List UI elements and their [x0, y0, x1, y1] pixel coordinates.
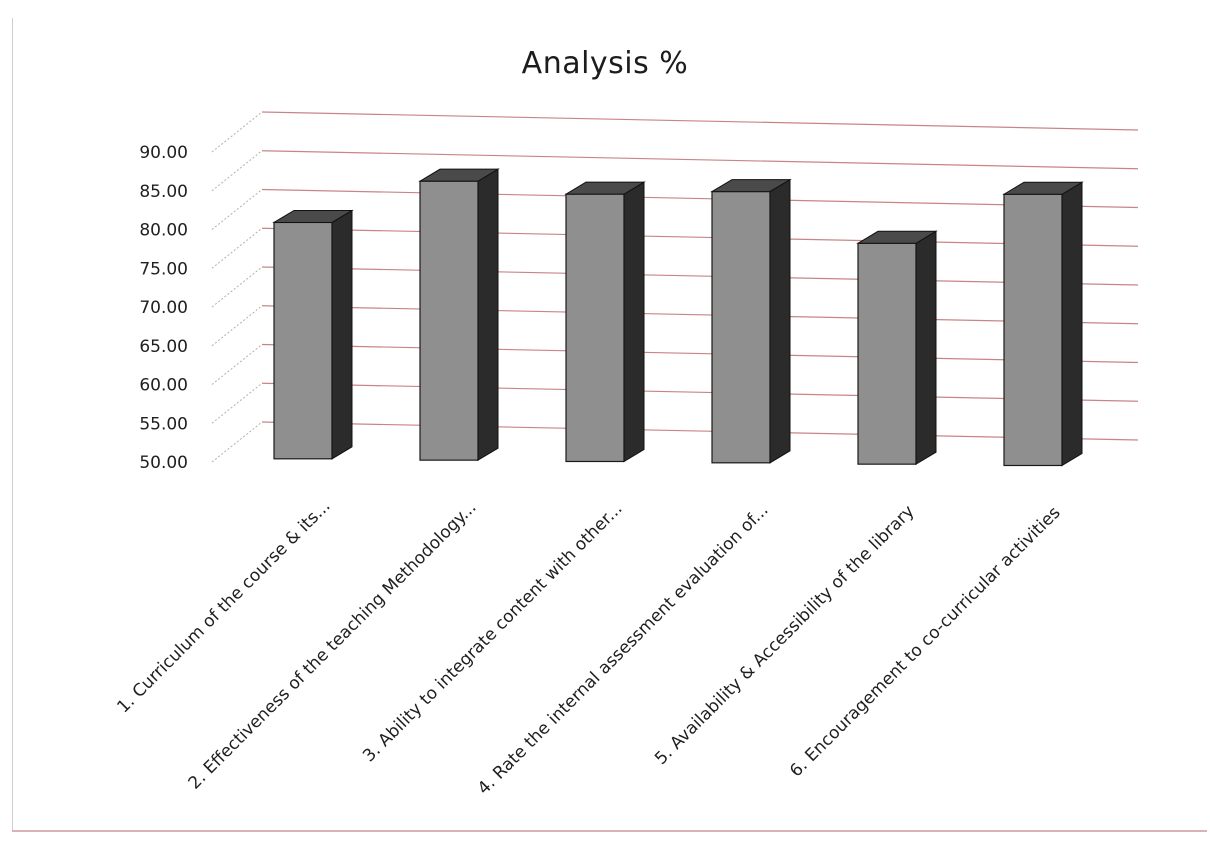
gridline — [261, 227, 1139, 247]
wall-edge — [211, 150, 263, 192]
bar — [564, 181, 646, 463]
y-tick-label: 80.00 — [139, 221, 188, 241]
x-category-label: 5. Availability & Accessibility of the l… — [651, 502, 918, 769]
bar-front — [419, 180, 479, 461]
gridline — [261, 305, 1139, 325]
wall-edge — [211, 421, 263, 463]
gridline — [261, 343, 1139, 364]
wall-edge — [211, 266, 263, 308]
bar-front — [565, 193, 625, 463]
bar-front — [711, 190, 771, 464]
y-tick-label: 65.00 — [139, 337, 188, 357]
bar-front — [1003, 193, 1063, 467]
chart-frame-bottom — [12, 830, 1207, 832]
bar — [418, 168, 500, 462]
bar-side — [477, 168, 499, 462]
wall-edge — [211, 344, 263, 385]
gridline — [261, 421, 1139, 441]
bar-front — [273, 221, 333, 460]
x-category-label: 6. Encouragement to co-curricular activi… — [786, 503, 1064, 781]
gridline — [261, 188, 1139, 209]
bar-side — [769, 178, 791, 464]
bar-top — [1002, 181, 1084, 195]
wall-edge — [211, 189, 263, 230]
wall-edge — [211, 382, 263, 424]
x-category-label: 3. Ability to integrate content with oth… — [359, 499, 626, 766]
bar-top — [418, 168, 500, 182]
gridline — [261, 150, 1139, 170]
y-tick-label: 55.00 — [139, 414, 188, 434]
y-tick-label: 70.00 — [139, 298, 188, 318]
y-tick-label: 85.00 — [139, 182, 188, 202]
gridlines — [211, 111, 1139, 463]
bars — [272, 168, 1084, 467]
bar — [1002, 181, 1084, 467]
bar — [856, 230, 938, 466]
bar-top — [564, 181, 646, 195]
wall-edge — [211, 111, 263, 153]
gridline — [261, 382, 1139, 402]
bar-side — [331, 209, 353, 460]
wall-edge — [211, 227, 263, 269]
chart-title: Analysis % — [521, 46, 689, 81]
bar-front — [857, 242, 917, 465]
bar-top — [856, 230, 938, 244]
bar-side — [1061, 181, 1083, 467]
gridline — [261, 111, 1139, 131]
bar — [710, 178, 792, 464]
bar-top — [710, 179, 792, 193]
bar — [272, 209, 354, 460]
x-category-label: 2. Effectiveness of the teaching Methodo… — [185, 498, 481, 794]
x-axis-labels: 1. Curriculum of the course & its...2. E… — [113, 496, 1064, 799]
gridline — [261, 266, 1139, 286]
y-tick-label: 60.00 — [139, 376, 188, 396]
chart-frame-left — [12, 18, 13, 830]
y-axis-ticks: 50.00 55.00 60.00 65.00 70.00 75.00 80.00 85.00… — [139, 143, 188, 473]
bar-top — [272, 209, 354, 223]
y-tick-label: 90.00 — [139, 143, 188, 163]
y-tick-label: 75.00 — [139, 259, 188, 279]
bar-side — [915, 230, 937, 466]
wall-edge — [211, 305, 263, 347]
x-category-label: 4. Rate the internal assessment evaluati… — [474, 500, 773, 799]
y-tick-label: 50.00 — [139, 453, 188, 473]
bar-side — [623, 181, 645, 463]
